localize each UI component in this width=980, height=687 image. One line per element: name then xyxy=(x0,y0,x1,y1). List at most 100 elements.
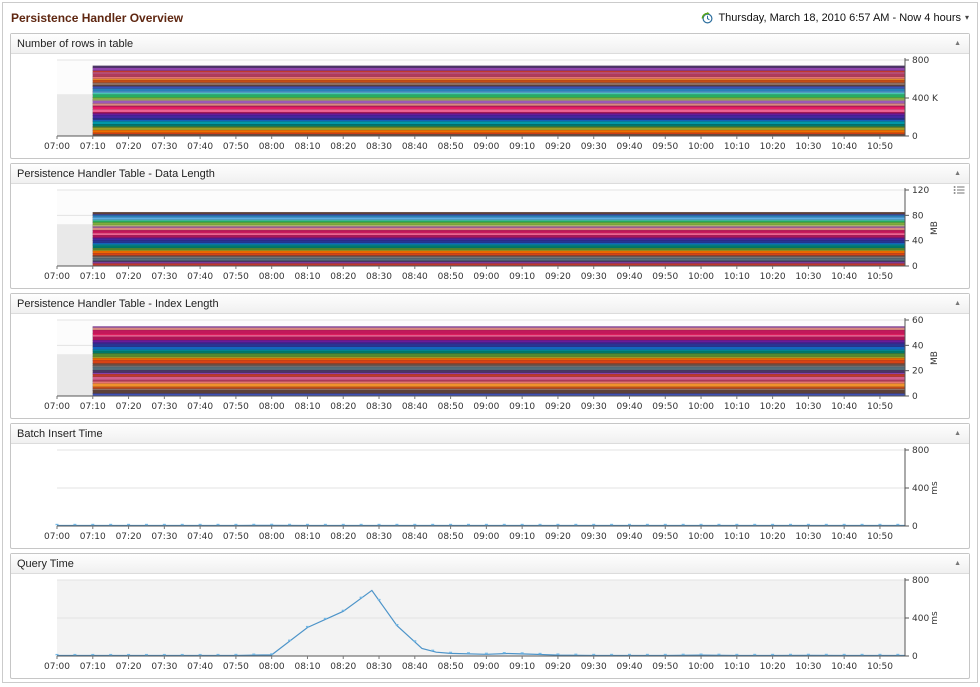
svg-text:07:30: 07:30 xyxy=(151,272,177,282)
svg-text:10:00: 10:00 xyxy=(688,662,714,672)
svg-text:08:50: 08:50 xyxy=(438,272,464,282)
svg-text:07:00: 07:00 xyxy=(44,532,70,542)
svg-text:09:50: 09:50 xyxy=(652,402,678,412)
svg-text:MB: MB xyxy=(930,221,940,235)
svg-text:09:10: 09:10 xyxy=(509,532,535,542)
chart-index-length[interactable]: 07:00 07:10 07:20 07:30 07:40 07:50 08:00 08:10… xyxy=(11,314,969,418)
svg-text:10:50: 10:50 xyxy=(867,272,893,282)
svg-text:40: 40 xyxy=(912,237,924,247)
svg-text:08:40: 08:40 xyxy=(402,662,428,672)
panel-header-number-of-rows[interactable]: Number of rows in table ▲ xyxy=(11,34,969,54)
panel-number-of-rows: Number of rows in table ▲ 07:00 07:10 07:2… xyxy=(10,33,970,159)
svg-text:09:00: 09:00 xyxy=(473,662,499,672)
panel-body: 07:00 07:10 07:20 07:30 07:40 07:50 08:00 08:10… xyxy=(11,574,969,678)
svg-text:07:10: 07:10 xyxy=(80,532,106,542)
panel-body: 07:00 07:10 07:20 07:30 07:40 07:50 08:00 08:10… xyxy=(11,54,969,158)
svg-text:08:50: 08:50 xyxy=(438,532,464,542)
svg-text:09:40: 09:40 xyxy=(617,272,643,282)
svg-text:09:00: 09:00 xyxy=(473,532,499,542)
chart-options-icon[interactable] xyxy=(953,185,965,195)
svg-text:07:20: 07:20 xyxy=(116,662,142,672)
svg-text:400: 400 xyxy=(912,614,929,624)
panel-header-index-length[interactable]: Persistence Handler Table - Index Length… xyxy=(11,294,969,314)
panel-header-batch-insert-time[interactable]: Batch Insert Time ▲ xyxy=(11,424,969,444)
svg-text:09:20: 09:20 xyxy=(545,532,571,542)
svg-text:09:20: 09:20 xyxy=(545,662,571,672)
svg-text:08:00: 08:00 xyxy=(259,532,285,542)
svg-text:09:40: 09:40 xyxy=(617,142,643,152)
svg-text:800: 800 xyxy=(912,56,929,66)
svg-text:09:30: 09:30 xyxy=(581,272,607,282)
svg-text:08:10: 08:10 xyxy=(294,402,320,412)
timeframe-clock-icon xyxy=(702,11,713,24)
svg-text:800: 800 xyxy=(912,576,929,586)
timeframe-caret-icon: ▾ xyxy=(964,13,969,22)
svg-text:10:40: 10:40 xyxy=(831,532,857,542)
svg-text:10:30: 10:30 xyxy=(795,662,821,672)
svg-text:08:30: 08:30 xyxy=(366,272,392,282)
svg-text:09:30: 09:30 xyxy=(581,142,607,152)
svg-text:07:00: 07:00 xyxy=(44,402,70,412)
svg-text:10:40: 10:40 xyxy=(831,142,857,152)
chart-batch-insert-time[interactable]: 07:00 07:10 07:20 07:30 07:40 07:50 08:00 08:10… xyxy=(11,444,969,548)
svg-text:08:40: 08:40 xyxy=(402,142,428,152)
panel-header-data-length[interactable]: Persistence Handler Table - Data Length … xyxy=(11,164,969,184)
svg-text:07:00: 07:00 xyxy=(44,272,70,282)
svg-text:08:30: 08:30 xyxy=(366,662,392,672)
panel-title: Persistence Handler Table - Index Length xyxy=(17,297,219,310)
timeframe-label: Thursday, March 18, 2010 6:57 AM - Now 4… xyxy=(718,12,961,24)
svg-text:09:20: 09:20 xyxy=(545,272,571,282)
svg-text:09:10: 09:10 xyxy=(509,142,535,152)
svg-text:10:30: 10:30 xyxy=(795,402,821,412)
svg-text:120: 120 xyxy=(912,186,929,196)
panel-body: 07:00 07:10 07:20 07:30 07:40 07:50 08:00 08:10… xyxy=(11,444,969,548)
svg-text:10:50: 10:50 xyxy=(867,662,893,672)
svg-text:08:00: 08:00 xyxy=(259,662,285,672)
svg-text:10:00: 10:00 xyxy=(688,402,714,412)
svg-text:20: 20 xyxy=(912,367,924,377)
panel-batch-insert-time: Batch Insert Time ▲ 07:00 07:10 07:20 07:30… xyxy=(10,423,970,549)
collapse-icon[interactable]: ▲ xyxy=(954,560,961,567)
svg-text:09:20: 09:20 xyxy=(545,402,571,412)
svg-text:08:20: 08:20 xyxy=(330,402,356,412)
collapse-icon[interactable]: ▲ xyxy=(954,430,961,437)
svg-text:07:30: 07:30 xyxy=(151,142,177,152)
collapse-icon[interactable]: ▲ xyxy=(954,40,961,47)
svg-text:09:10: 09:10 xyxy=(509,402,535,412)
collapse-icon[interactable]: ▲ xyxy=(954,170,961,177)
svg-text:08:50: 08:50 xyxy=(438,662,464,672)
svg-text:07:40: 07:40 xyxy=(187,662,213,672)
svg-text:60: 60 xyxy=(912,316,924,326)
panel-title: Query Time xyxy=(17,557,74,570)
svg-text:800: 800 xyxy=(912,446,929,456)
panel-title: Batch Insert Time xyxy=(17,427,103,440)
svg-text:08:00: 08:00 xyxy=(259,142,285,152)
chart-query-time[interactable]: 07:00 07:10 07:20 07:30 07:40 07:50 08:00 08:10… xyxy=(11,574,969,678)
timeframe-selector[interactable]: Thursday, March 18, 2010 6:57 AM - Now 4… xyxy=(701,11,969,25)
svg-text:10:30: 10:30 xyxy=(795,142,821,152)
svg-text:08:10: 08:10 xyxy=(294,532,320,542)
svg-text:10:40: 10:40 xyxy=(831,402,857,412)
svg-text:08:50: 08:50 xyxy=(438,402,464,412)
panel-header-query-time[interactable]: Query Time ▲ xyxy=(11,554,969,574)
chart-data-length[interactable]: 07:00 07:10 07:20 07:30 07:40 07:50 08:00 08:10… xyxy=(11,184,969,288)
svg-text:08:20: 08:20 xyxy=(330,142,356,152)
svg-text:0: 0 xyxy=(912,652,918,662)
panel-query-time: Query Time ▲ 07:00 07:10 07:20 07:30 07:40 07… xyxy=(10,553,970,679)
svg-text:08:20: 08:20 xyxy=(330,532,356,542)
collapse-icon[interactable]: ▲ xyxy=(954,300,961,307)
svg-text:10:50: 10:50 xyxy=(867,142,893,152)
svg-text:08:20: 08:20 xyxy=(330,272,356,282)
svg-text:08:00: 08:00 xyxy=(259,272,285,282)
svg-text:08:40: 08:40 xyxy=(402,402,428,412)
chart-number-of-rows[interactable]: 07:00 07:10 07:20 07:30 07:40 07:50 08:00 08:10… xyxy=(11,54,969,158)
panel-title: Persistence Handler Table - Data Length xyxy=(17,167,215,180)
svg-text:ms: ms xyxy=(930,611,940,625)
svg-text:07:10: 07:10 xyxy=(80,272,106,282)
svg-text:09:50: 09:50 xyxy=(652,272,678,282)
svg-text:07:40: 07:40 xyxy=(187,402,213,412)
svg-text:10:10: 10:10 xyxy=(724,532,750,542)
svg-text:09:40: 09:40 xyxy=(617,532,643,542)
svg-text:09:30: 09:30 xyxy=(581,402,607,412)
svg-text:10:00: 10:00 xyxy=(688,272,714,282)
